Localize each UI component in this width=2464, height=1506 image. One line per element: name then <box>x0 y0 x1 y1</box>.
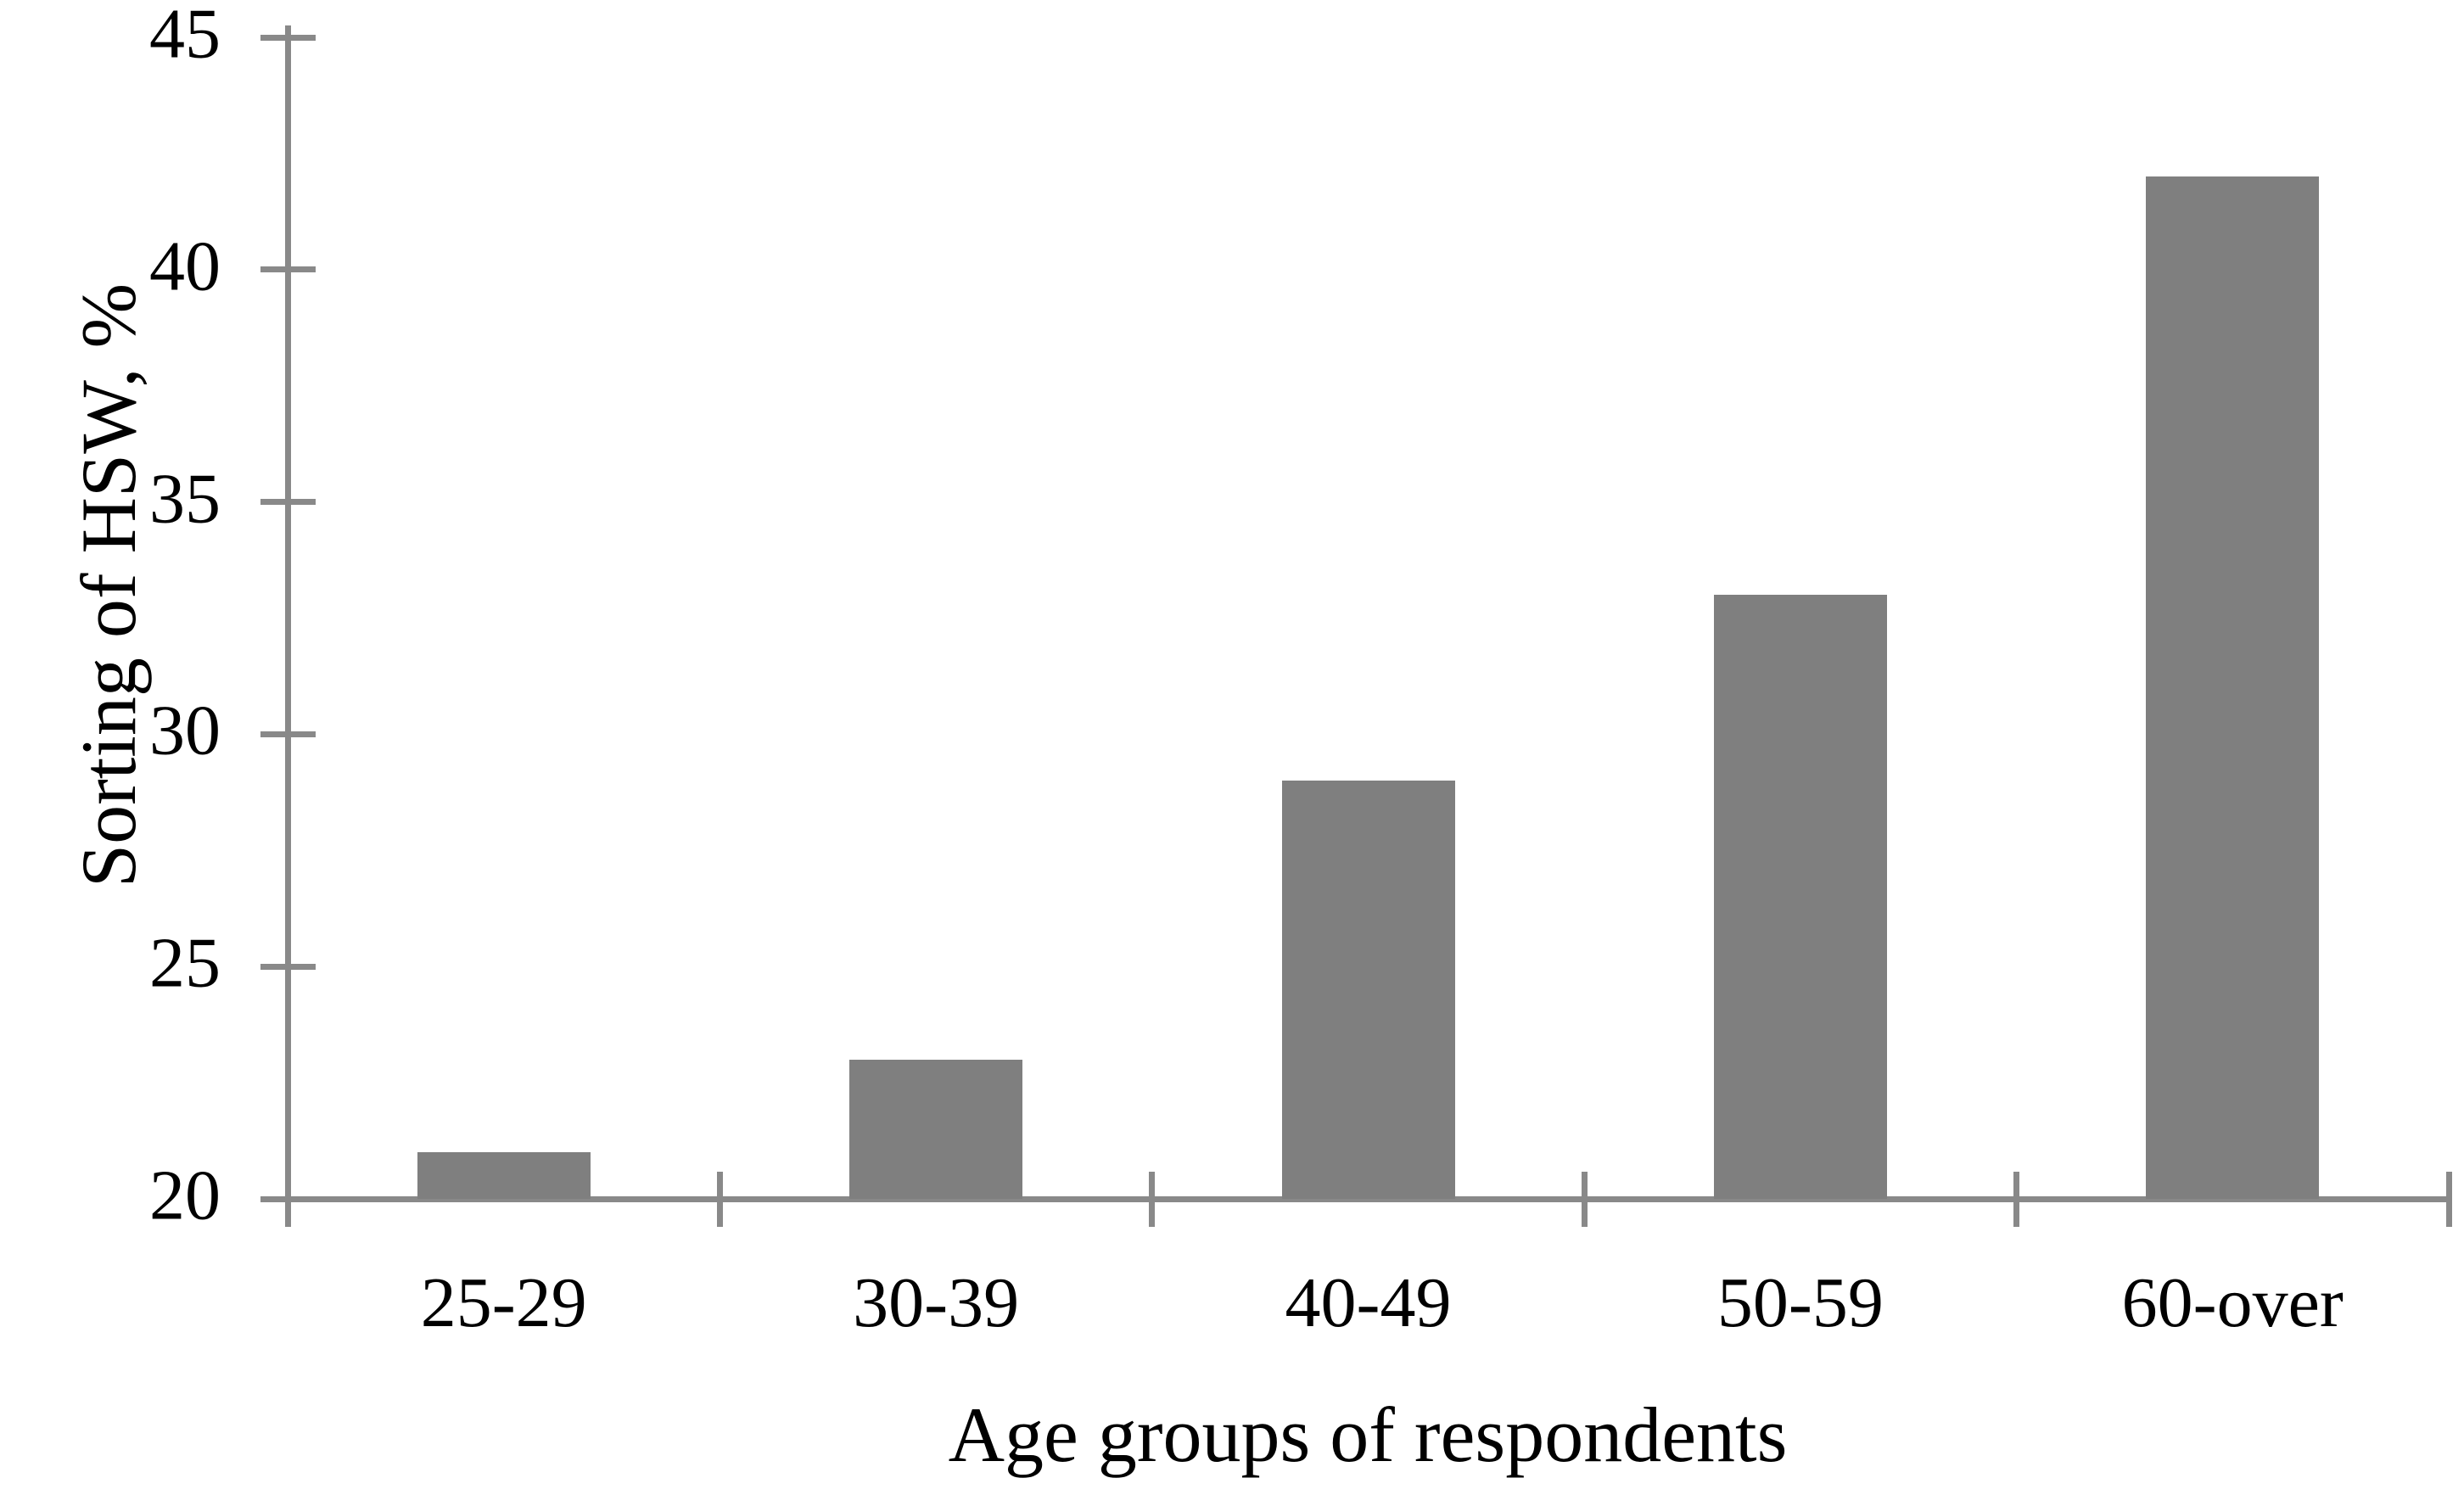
x-axis-title: Age groups of respondents <box>948 1391 1788 1478</box>
y-tick-mark <box>260 963 316 970</box>
y-tick-label: 40 <box>149 227 221 306</box>
y-tick-label: 35 <box>149 459 221 539</box>
y-tick-mark <box>260 499 316 506</box>
x-tick-label: 30-39 <box>853 1263 1020 1342</box>
x-tick-mark <box>716 1171 723 1227</box>
x-tick-mark <box>2013 1171 2020 1227</box>
y-tick-label: 45 <box>149 0 221 74</box>
y-axis-title: Sorting of HSW, % <box>65 283 152 888</box>
bar <box>1713 595 1887 1199</box>
x-tick-mark <box>2445 1171 2452 1227</box>
bar <box>849 1059 1023 1199</box>
y-tick-mark <box>260 34 316 41</box>
y-axis-line <box>284 25 291 1224</box>
x-tick-mark <box>1581 1171 1588 1227</box>
x-tick-label: 40-49 <box>1285 1263 1452 1342</box>
bar <box>1281 781 1455 1199</box>
x-axis-line <box>288 1195 2452 1202</box>
x-tick-mark <box>1149 1171 1156 1227</box>
bar <box>2146 176 2320 1199</box>
y-tick-label: 20 <box>149 1156 221 1235</box>
x-tick-label: 60-over <box>2121 1263 2344 1342</box>
y-tick-mark <box>260 731 316 737</box>
x-tick-label: 25-29 <box>420 1263 587 1342</box>
x-tick-label: 50-59 <box>1716 1263 1884 1342</box>
x-tick-mark <box>284 1171 291 1227</box>
y-tick-mark <box>260 266 316 273</box>
y-tick-label: 25 <box>149 923 221 1003</box>
y-tick-label: 30 <box>149 691 221 771</box>
bar <box>417 1152 591 1199</box>
